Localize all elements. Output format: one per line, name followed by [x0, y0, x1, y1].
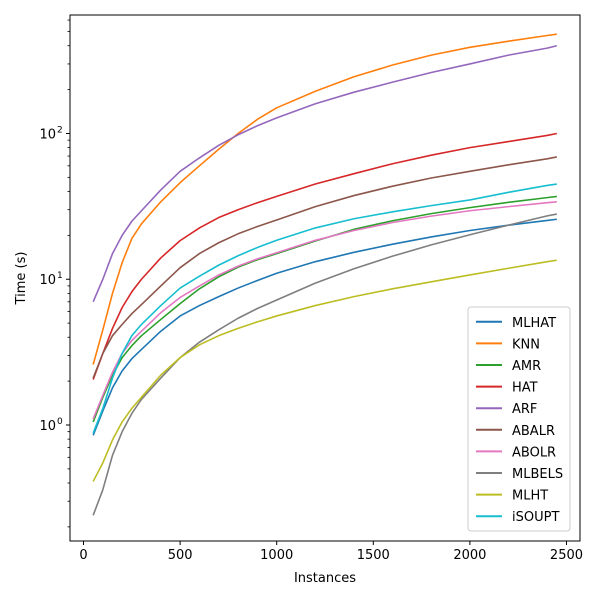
- x-tick-label: 0: [79, 548, 87, 563]
- series-line-isoupt: [92, 183, 557, 434]
- x-tick-label: 1000: [260, 548, 293, 563]
- y-tick-label: 10: [39, 273, 56, 288]
- series-line-knn: [92, 33, 557, 365]
- legend-box: [467, 306, 571, 532]
- x-tick-label: 2000: [453, 548, 486, 563]
- series-lines: [92, 33, 558, 516]
- x-axis-label: Instances: [294, 571, 356, 586]
- legend-label-isoupt: iSOUPT: [512, 510, 559, 525]
- x-tick-label: 1500: [357, 548, 390, 563]
- series-line-hat: [92, 132, 557, 380]
- legend-label-arf: ARF: [512, 402, 537, 417]
- legend-label-amr: AMR: [512, 359, 541, 374]
- legend-label-hat: HAT: [512, 381, 538, 396]
- x-axis-ticks: 0 500 1000 1500 2000 2500: [79, 541, 583, 563]
- y-tick-label: 10: [39, 419, 56, 434]
- legend-label-mlhat: MLHAT: [512, 316, 556, 331]
- plot-frame: [69, 14, 581, 542]
- series-line-mlhat: [92, 218, 557, 436]
- legend-label-mlbels: MLBELS: [512, 467, 563, 482]
- y-tick-exponent: 1: [57, 271, 63, 281]
- series-line-amr: [92, 195, 557, 423]
- legend-label-knn: KNN: [512, 337, 540, 352]
- series-line-mlbels: [92, 213, 557, 516]
- x-tick-label: 500: [168, 548, 193, 563]
- series-line-arf: [92, 44, 558, 303]
- y-tick-exponent: 0: [57, 417, 63, 427]
- y-tick-label: 10: [39, 127, 56, 142]
- x-tick-label: 2500: [550, 548, 583, 563]
- y-tick-exponent: 2: [57, 125, 63, 135]
- legend-label-abolr: ABOLR: [512, 445, 556, 460]
- series-line-abalr: [92, 156, 557, 379]
- legend-label-mlht: MLHT: [512, 489, 548, 504]
- series-line-mlht: [92, 259, 557, 482]
- y-axis-label: Time (s): [14, 252, 29, 306]
- legend-label-abalr: ABALR: [512, 424, 555, 439]
- legend: MLHAT KNN AMR HAT ARF ABALR ABOLR MLBELS MLHT iSO…: [467, 306, 571, 532]
